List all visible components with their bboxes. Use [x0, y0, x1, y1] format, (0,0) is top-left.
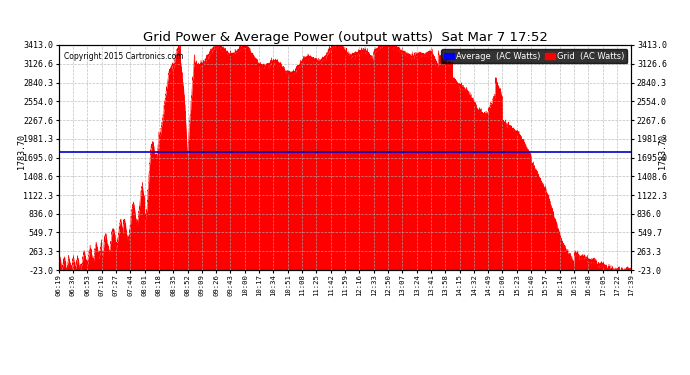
Legend: Average  (AC Watts), Grid  (AC Watts): Average (AC Watts), Grid (AC Watts) [442, 49, 627, 63]
Text: 1783.70: 1783.70 [17, 134, 26, 169]
Text: Copyright 2015 Cartronics.com: Copyright 2015 Cartronics.com [64, 52, 184, 61]
Text: 1783.70: 1783.70 [658, 134, 667, 169]
Title: Grid Power & Average Power (output watts)  Sat Mar 7 17:52: Grid Power & Average Power (output watts… [143, 31, 547, 44]
